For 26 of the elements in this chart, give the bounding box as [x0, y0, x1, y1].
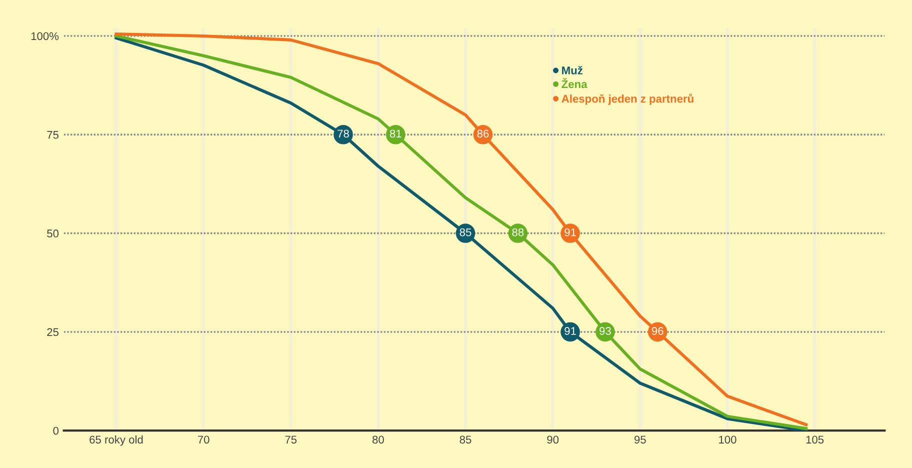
- x-tick-label: 95: [634, 436, 646, 444]
- annotation: 85: [460, 228, 472, 236]
- x-tick-label: 65 roky old: [90, 435, 143, 446]
- annotation: 91: [564, 228, 576, 236]
- annotation: 86: [477, 130, 489, 138]
- y-tick-label: 100%: [31, 32, 59, 40]
- x-tick-label: 80: [372, 436, 384, 444]
- x-tick-label: 90: [547, 436, 559, 444]
- y-tick-label: 75: [47, 131, 59, 139]
- x-tick-label: 85: [460, 436, 472, 444]
- annotation: 81: [390, 130, 402, 138]
- annotation: 93: [600, 327, 611, 335]
- legend-label: Muž: [562, 66, 583, 74]
- legend-label: Žena: [562, 78, 588, 88]
- legend-label: Alespoň jeden z partnerů: [562, 94, 694, 105]
- x-tick-label: 100: [719, 436, 736, 444]
- annotation: 91: [564, 327, 576, 335]
- x-tick-label: 70: [198, 436, 210, 444]
- annotation: 88: [512, 228, 524, 236]
- y-tick-label: 50: [47, 230, 59, 238]
- annotation: 96: [652, 327, 664, 335]
- annotation: 78: [338, 130, 349, 138]
- x-tick-label: 75: [285, 436, 297, 444]
- x-tick-label: 105: [806, 436, 824, 444]
- y-tick-label: 0: [53, 426, 59, 435]
- y-tick-label: 25: [47, 328, 59, 336]
